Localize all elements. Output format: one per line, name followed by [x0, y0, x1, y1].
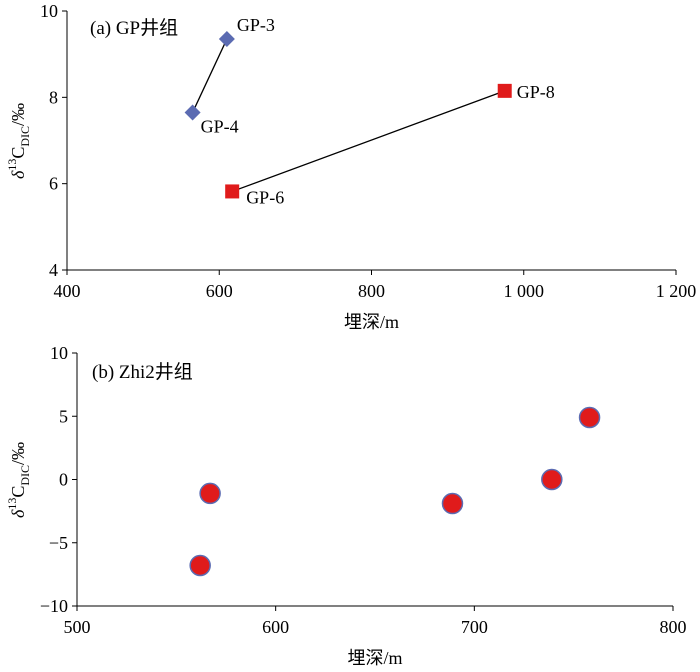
y-label-delta: δ: [8, 509, 28, 518]
y-axis-label: δ13CDIC/‰: [5, 103, 32, 179]
x-tick-label: 600: [262, 617, 289, 637]
x-tick-label: 500: [64, 617, 91, 637]
panel-title: (a) GP井组: [90, 17, 178, 39]
y-label-sub: DIC: [18, 465, 32, 486]
point-label: GP-8: [517, 82, 555, 102]
x-tick-label: 800: [358, 281, 385, 301]
y-label-sub: DIC: [18, 126, 32, 147]
y-tick-label: 6: [49, 174, 58, 194]
x-tick-label: 1 000: [504, 281, 545, 301]
circle-marker: [441, 492, 464, 515]
x-axis-label: 埋深/m: [344, 312, 399, 332]
y-tick-label: 10: [40, 1, 58, 21]
x-tick-label: 400: [54, 281, 81, 301]
point-label: GP-6: [246, 187, 284, 207]
x-axis-label: 埋深/m: [347, 648, 402, 668]
y-label-sup: 13: [5, 498, 19, 510]
series-line: [231, 90, 505, 193]
y-tick-label: 10: [50, 343, 68, 363]
x-tick-label: 800: [660, 617, 687, 637]
y-label-c: C: [8, 147, 28, 159]
diamond-marker: [218, 31, 235, 48]
diamond-marker: [184, 104, 201, 121]
panel-title: (b) Zhi2井组: [92, 361, 193, 383]
y-tick-label: −5: [49, 533, 68, 553]
y-tick-label: 5: [59, 406, 68, 426]
y-axis-label: δ13CDIC/‰: [5, 442, 32, 518]
point-label: GP-4: [201, 116, 239, 136]
x-tick-label: 700: [461, 617, 488, 637]
y-tick-label: −10: [40, 596, 68, 616]
x-tick-label: 600: [206, 281, 233, 301]
circle-marker: [578, 406, 601, 429]
circle-marker: [189, 554, 211, 577]
square-marker: [225, 184, 240, 199]
series-line: [192, 38, 228, 113]
y-label-delta: δ: [8, 170, 28, 179]
circle-marker: [541, 468, 563, 491]
y-label-unit: /‰: [8, 103, 28, 126]
point-label: GP-3: [237, 15, 275, 35]
y-label-unit: /‰: [8, 442, 28, 465]
x-tick-label: 1 200: [656, 281, 697, 301]
y-label-sup: 13: [5, 159, 19, 171]
y-label-c: C: [8, 486, 28, 498]
circle-marker: [199, 482, 221, 505]
square-marker: [497, 83, 512, 98]
y-tick-label: 4: [49, 260, 58, 280]
y-tick-label: 0: [59, 470, 68, 490]
y-tick-label: 8: [49, 87, 58, 107]
